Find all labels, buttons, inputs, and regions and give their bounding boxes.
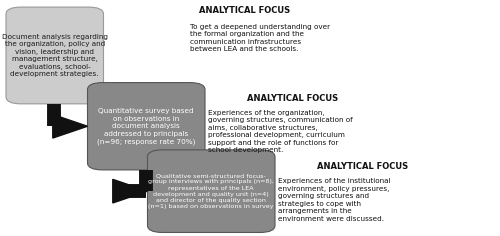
FancyBboxPatch shape (6, 7, 103, 104)
Text: ANALYTICAL FOCUS: ANALYTICAL FOCUS (317, 162, 408, 171)
FancyBboxPatch shape (148, 150, 275, 232)
Text: Qualitative semi-structured focus-
group interviews with principals (n=8),
repre: Qualitative semi-structured focus- group… (148, 173, 274, 209)
Text: Experiences of the organization,
governing structures, communication of
aims, co: Experiences of the organization, governi… (208, 110, 352, 153)
Text: Experiences of the institutional
environment, policy pressures,
governing struct: Experiences of the institutional environ… (278, 178, 390, 222)
Polygon shape (113, 179, 148, 203)
FancyBboxPatch shape (88, 83, 205, 170)
Text: To get a deepened understanding over
the formal organization and the
communicati: To get a deepened understanding over the… (190, 24, 330, 52)
Text: Document analysis regarding
the organization, policy and
vision, leadership and
: Document analysis regarding the organiza… (2, 34, 108, 77)
Text: Quantitative survey based
on observations in
document analysis
addressed to prin: Quantitative survey based on observation… (97, 108, 196, 144)
Polygon shape (53, 114, 88, 138)
Text: ANALYTICAL FOCUS: ANALYTICAL FOCUS (247, 94, 338, 103)
Text: ANALYTICAL FOCUS: ANALYTICAL FOCUS (200, 6, 290, 15)
